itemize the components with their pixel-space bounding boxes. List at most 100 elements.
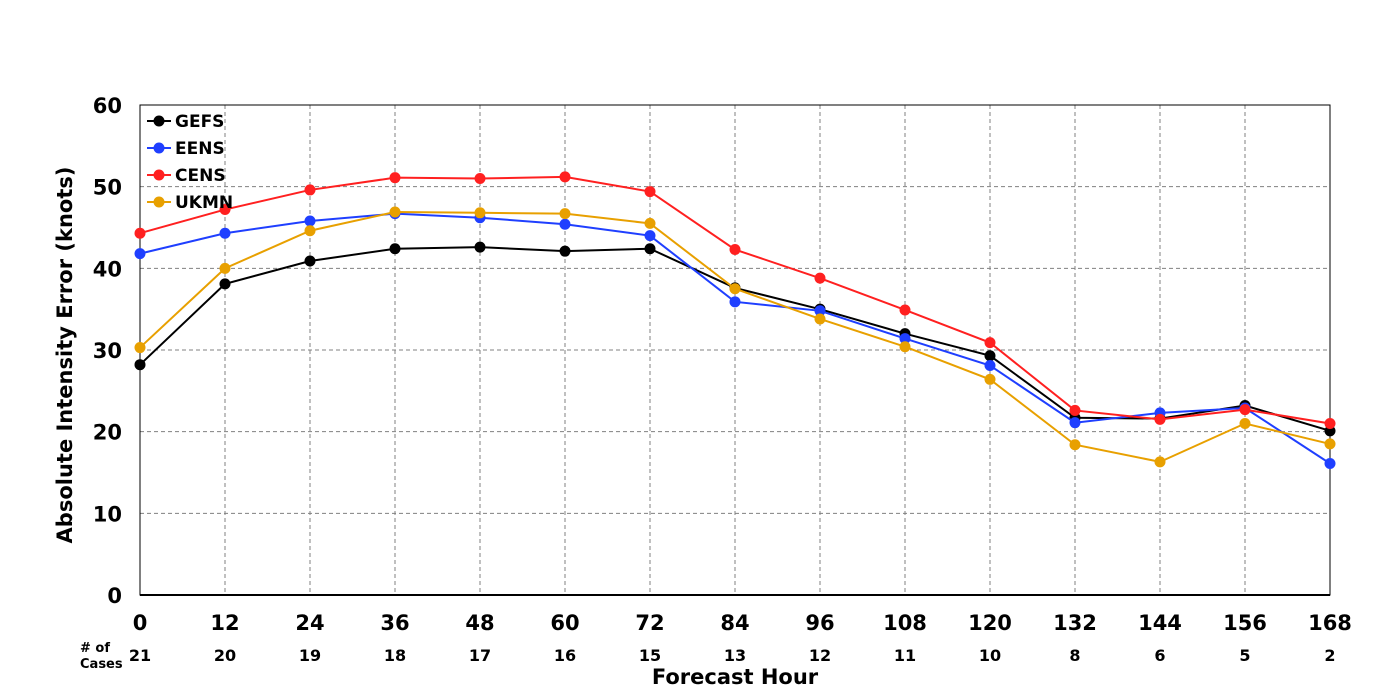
x-tick-label: 144 bbox=[1138, 611, 1182, 635]
legend: GEFS EENS CENS UKMN bbox=[147, 112, 233, 213]
x-tick-label: 36 bbox=[380, 611, 409, 635]
legend-marker bbox=[153, 196, 165, 208]
data-point bbox=[1324, 458, 1336, 470]
data-point bbox=[134, 248, 146, 260]
y-tick-label: 30 bbox=[93, 339, 122, 363]
data-point bbox=[304, 225, 316, 237]
data-point bbox=[899, 333, 911, 345]
data-point bbox=[644, 243, 656, 255]
data-point bbox=[984, 360, 996, 372]
legend-label: GEFS bbox=[175, 112, 224, 132]
data-point bbox=[814, 313, 826, 325]
data-point bbox=[814, 305, 826, 317]
series-ukmn bbox=[134, 206, 1336, 468]
data-point bbox=[134, 342, 146, 354]
x-tick-label: 96 bbox=[805, 611, 834, 635]
legend-item-ukmn: UKMN bbox=[147, 193, 233, 213]
data-point bbox=[559, 218, 571, 230]
legend-item-gefs: GEFS bbox=[147, 112, 224, 132]
x-tick-label: 24 bbox=[295, 611, 324, 635]
y-tick-label: 20 bbox=[93, 421, 122, 445]
x-tick-label: 48 bbox=[465, 611, 494, 635]
case-count-label: 10 bbox=[979, 646, 1001, 665]
data-point bbox=[134, 359, 146, 371]
data-point bbox=[304, 184, 316, 196]
case-count-label: 12 bbox=[809, 646, 831, 665]
data-point bbox=[984, 350, 996, 362]
data-point bbox=[644, 230, 656, 242]
data-point bbox=[389, 206, 401, 218]
legend-item-cens: CENS bbox=[147, 166, 226, 186]
data-point bbox=[559, 171, 571, 183]
case-count-label: 19 bbox=[299, 646, 321, 665]
case-count-label: 11 bbox=[894, 646, 916, 665]
data-point bbox=[899, 341, 911, 353]
series-cens bbox=[134, 171, 1336, 429]
legend-marker bbox=[153, 169, 165, 181]
legend-label: EENS bbox=[175, 139, 225, 159]
data-point bbox=[1154, 413, 1166, 425]
case-count-label: 5 bbox=[1239, 646, 1250, 665]
data-point bbox=[1239, 418, 1251, 429]
case-count-label: 17 bbox=[469, 646, 491, 665]
data-point bbox=[814, 272, 826, 284]
legend-label: UKMN bbox=[175, 193, 233, 213]
case-count-label: 20 bbox=[214, 646, 236, 665]
data-point bbox=[474, 241, 486, 253]
data-point bbox=[1069, 417, 1081, 429]
data-point bbox=[1324, 418, 1336, 429]
x-axis-title: Forecast Hour bbox=[652, 665, 819, 689]
data-point bbox=[1239, 404, 1251, 416]
data-point bbox=[134, 227, 146, 239]
grid-lines bbox=[140, 105, 1330, 595]
data-point bbox=[559, 208, 571, 220]
y-tick-labels: 0 10 20 30 40 50 60 bbox=[93, 94, 122, 608]
data-point bbox=[389, 243, 401, 255]
data-point bbox=[559, 245, 571, 257]
legend-item-eens: EENS bbox=[147, 139, 225, 159]
data-point bbox=[1069, 439, 1081, 451]
data-point bbox=[219, 262, 231, 274]
x-tick-label: 84 bbox=[720, 611, 749, 635]
data-point bbox=[729, 244, 741, 256]
data-point bbox=[644, 217, 656, 229]
data-point bbox=[219, 204, 231, 216]
data-point bbox=[474, 207, 486, 219]
y-axis-title: Absolute Intensity Error (knots) bbox=[53, 167, 77, 544]
data-point bbox=[304, 215, 316, 227]
case-count-label: 6 bbox=[1154, 646, 1165, 665]
case-count-label: 15 bbox=[639, 646, 661, 665]
case-count-label: 2 bbox=[1324, 646, 1335, 665]
x-tick-labels: 0 12 24 36 48 60 72 84 96 108 120 132 144 156 168 bbox=[133, 611, 1352, 635]
case-count-label: 21 bbox=[129, 646, 151, 665]
x-tick-label: 156 bbox=[1223, 611, 1267, 635]
x-tick-label: 12 bbox=[210, 611, 239, 635]
data-point bbox=[729, 296, 741, 308]
data-point bbox=[219, 227, 231, 239]
series-lines bbox=[134, 171, 1336, 470]
data-point bbox=[1154, 456, 1166, 468]
y-tick-label: 60 bbox=[93, 94, 122, 118]
x-tick-label: 108 bbox=[883, 611, 927, 635]
case-count-label: 18 bbox=[384, 646, 406, 665]
legend-marker bbox=[153, 142, 165, 154]
data-point bbox=[389, 172, 401, 184]
data-point bbox=[304, 255, 316, 267]
data-point bbox=[984, 373, 996, 385]
x-tick-label: 72 bbox=[635, 611, 664, 635]
legend-marker bbox=[153, 115, 165, 127]
x-tick-label: 132 bbox=[1053, 611, 1097, 635]
case-count-label: 8 bbox=[1069, 646, 1080, 665]
y-tick-label: 50 bbox=[93, 176, 122, 200]
case-count-label: 16 bbox=[554, 646, 576, 665]
y-tick-label: 10 bbox=[93, 502, 122, 526]
cases-title-line-1: # of bbox=[80, 641, 110, 656]
y-tick-label: 0 bbox=[107, 584, 122, 608]
cases-title-line-2: Cases bbox=[80, 657, 123, 672]
legend-label: CENS bbox=[175, 166, 226, 186]
x-tick-label: 168 bbox=[1308, 611, 1352, 635]
x-tick-label: 120 bbox=[968, 611, 1012, 635]
y-tick-label: 40 bbox=[93, 257, 122, 281]
data-point bbox=[1324, 438, 1336, 450]
